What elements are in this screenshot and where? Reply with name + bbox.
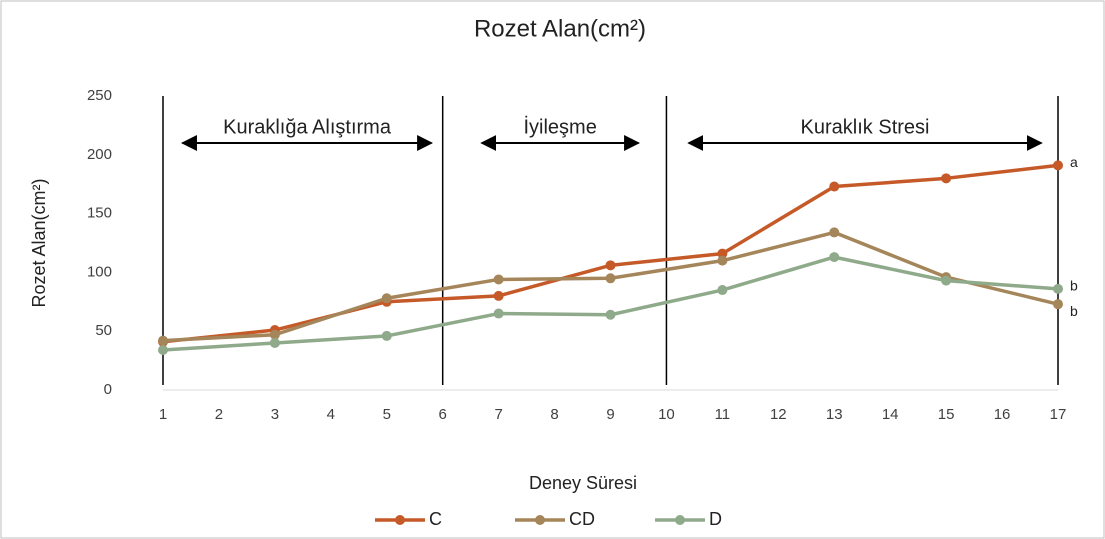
phase-label: Kuraklık Stresi	[801, 116, 930, 138]
series-marker	[1053, 283, 1063, 294]
x-tick-label: 17	[1050, 406, 1067, 423]
series-marker	[493, 308, 504, 319]
x-tick-label: 6	[439, 406, 447, 423]
y-tick-label: 200	[87, 146, 112, 163]
x-tick-label: 1	[159, 406, 167, 423]
series-marker	[269, 329, 280, 340]
legend-label: C	[429, 509, 442, 529]
x-tick-label: 12	[770, 406, 787, 423]
chart-title: Rozet Alan(cm²)	[474, 15, 646, 42]
x-tick-label: 14	[882, 406, 899, 423]
series-marker	[605, 260, 616, 271]
group-letter: a	[1070, 154, 1078, 170]
series-marker	[717, 248, 728, 259]
y-tick-label: 50	[95, 322, 112, 339]
x-tick-label: 16	[994, 406, 1011, 423]
x-axis-label: Deney Süresi	[529, 473, 637, 493]
x-tick-label: 8	[550, 406, 558, 423]
x-tick-label: 7	[494, 406, 502, 423]
x-tick-label: 10	[658, 406, 675, 423]
series-marker	[269, 337, 280, 348]
series-marker	[493, 290, 504, 301]
series-marker	[158, 335, 168, 346]
series-marker	[381, 330, 392, 341]
x-tick-label: 13	[826, 406, 843, 423]
series-marker	[941, 275, 952, 286]
phase-label: İyileşme	[523, 115, 596, 138]
x-tick-label: 2	[215, 406, 223, 423]
x-tick-label: 4	[327, 406, 335, 423]
series-marker	[829, 252, 840, 263]
legend-label: D	[709, 509, 722, 529]
legend-marker	[395, 515, 405, 525]
series-marker	[381, 293, 392, 304]
y-axis-label: Rozet Alan(cm²)	[29, 178, 49, 307]
legend-label: CD	[569, 509, 595, 529]
group-letter: b	[1070, 303, 1078, 319]
series-marker	[941, 173, 952, 184]
y-tick-label: 250	[87, 87, 112, 104]
legend-marker	[535, 515, 545, 525]
series-marker	[493, 274, 504, 285]
series-marker	[829, 181, 840, 192]
series-marker	[717, 255, 728, 266]
series-marker	[829, 227, 840, 238]
x-tick-label: 5	[383, 406, 391, 423]
x-tick-label: 9	[606, 406, 614, 423]
y-tick-label: 100	[87, 263, 112, 280]
y-tick-label: 150	[87, 205, 112, 222]
series-marker	[1053, 160, 1063, 171]
x-tick-label: 11	[715, 406, 731, 423]
x-tick-label: 3	[271, 406, 279, 423]
series-marker	[605, 309, 616, 320]
legend-marker	[675, 515, 685, 525]
series-marker	[717, 285, 728, 296]
group-letter: b	[1070, 278, 1078, 294]
phase-label: Kuraklığa Alıştırma	[223, 116, 392, 138]
y-tick-label: 0	[104, 381, 112, 398]
series-marker	[605, 273, 616, 284]
series-marker	[1053, 299, 1063, 310]
x-tick-label: 15	[938, 406, 955, 423]
series-marker	[158, 345, 168, 356]
